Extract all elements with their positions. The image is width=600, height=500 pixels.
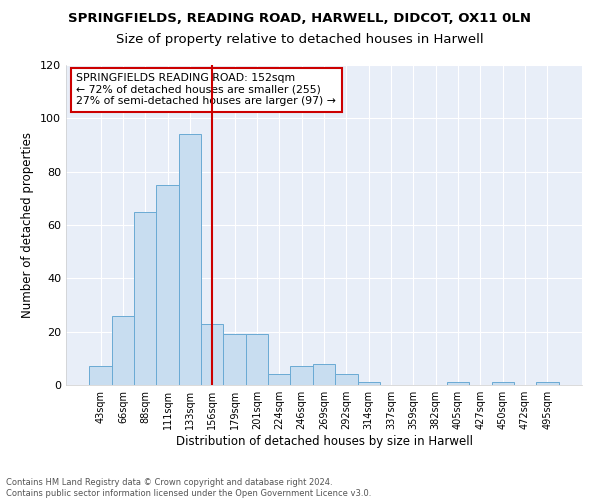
Bar xyxy=(268,374,290,385)
Text: SPRINGFIELDS, READING ROAD, HARWELL, DIDCOT, OX11 0LN: SPRINGFIELDS, READING ROAD, HARWELL, DID… xyxy=(68,12,532,26)
Bar xyxy=(491,382,514,385)
Bar xyxy=(179,134,201,385)
Bar xyxy=(290,366,313,385)
Bar xyxy=(223,334,246,385)
Bar xyxy=(134,212,157,385)
Bar xyxy=(536,382,559,385)
Text: Contains HM Land Registry data © Crown copyright and database right 2024.
Contai: Contains HM Land Registry data © Crown c… xyxy=(6,478,371,498)
Bar xyxy=(335,374,358,385)
Y-axis label: Number of detached properties: Number of detached properties xyxy=(22,132,34,318)
Bar xyxy=(246,334,268,385)
Bar xyxy=(112,316,134,385)
Bar xyxy=(201,324,223,385)
Bar xyxy=(447,382,469,385)
X-axis label: Distribution of detached houses by size in Harwell: Distribution of detached houses by size … xyxy=(176,435,473,448)
Bar xyxy=(157,185,179,385)
Text: Size of property relative to detached houses in Harwell: Size of property relative to detached ho… xyxy=(116,32,484,46)
Bar xyxy=(358,382,380,385)
Bar xyxy=(313,364,335,385)
Text: SPRINGFIELDS READING ROAD: 152sqm
← 72% of detached houses are smaller (255)
27%: SPRINGFIELDS READING ROAD: 152sqm ← 72% … xyxy=(76,73,336,106)
Bar xyxy=(89,366,112,385)
